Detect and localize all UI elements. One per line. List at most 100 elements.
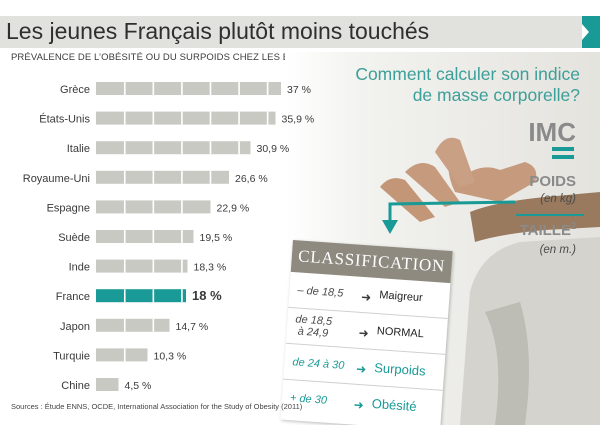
bar-chart: Grèce 37 % États-Unis 35,9 % Italie 30,9 % Roy… — [23, 82, 315, 392]
bar-segment-divider — [152, 82, 155, 95]
bar-segment-divider — [152, 170, 155, 184]
value-label: 4,5 % — [125, 380, 152, 392]
bar-royaume-uni — [96, 170, 229, 184]
page-title: Les jeunes Français plutôt moins touchés — [6, 18, 430, 44]
classification-range: – de 18,5 — [297, 284, 344, 300]
bar-segment-divider — [152, 200, 155, 214]
formula-numerator: POIDS — [529, 173, 576, 190]
bar-segment-divider — [152, 111, 155, 125]
bar-su-de — [96, 230, 194, 243]
category-label: Chine — [61, 380, 90, 392]
header-tab-marker — [582, 16, 600, 48]
category-label: Royaume-Uni — [23, 173, 90, 185]
classification-range: de 18,5 à 24,9 — [294, 313, 332, 340]
hand-and-waist-illustration — [380, 137, 600, 425]
category-label: Italie — [67, 143, 90, 155]
classification-range: de 24 à 30 — [292, 356, 345, 372]
bar-segment-divider — [152, 259, 155, 273]
bar-japon — [96, 318, 170, 332]
category-label: États-Unis — [39, 113, 90, 126]
category-label: Espagne — [47, 202, 90, 214]
classification-range-line-2: à 24,9 — [297, 325, 329, 340]
category-label: Inde — [69, 262, 90, 274]
bar-segment-divider — [209, 82, 212, 95]
arrow-right-icon: ➜ — [355, 361, 367, 377]
value-label: 18,3 % — [194, 262, 227, 274]
classification-category: Maigreur — [378, 289, 424, 305]
bar-segment-divider — [238, 141, 240, 155]
bar-segment-divider — [123, 348, 126, 362]
bar-chine — [96, 378, 119, 391]
bar-segment-divider — [152, 230, 155, 243]
sources-note: Sources : Étude ENNS, OCDE, Internationa… — [11, 402, 303, 411]
bar-gr-ce — [96, 82, 281, 95]
bar-segment-divider — [123, 230, 126, 243]
classification-category: Surpoids — [373, 360, 427, 379]
bar-segment-divider — [123, 170, 126, 184]
classification-card: CLASSIFICATION – de 18,5 ➜ Maigreur de 1… — [280, 240, 453, 425]
bar-segment-divider — [123, 289, 126, 303]
header-band: Les jeunes Français plutôt moins touchés — [0, 16, 600, 48]
imc-question: Comment calculer son indice de masse cor… — [355, 64, 580, 106]
category-label: Japon — [60, 321, 90, 333]
bar-segment-divider — [266, 82, 269, 95]
bar-segment-divider — [238, 82, 240, 95]
formula-exponent: 2 — [570, 221, 576, 231]
bar-segment-divider — [181, 111, 183, 125]
value-label: 35,9 % — [282, 114, 315, 126]
bar-segment-divider — [266, 111, 269, 125]
classification-category: NORMAL — [376, 325, 425, 341]
bar-segment-divider — [152, 318, 155, 332]
bar-segment-divider — [181, 230, 183, 243]
arrow-right-icon: ➜ — [358, 325, 370, 341]
bar-segment-divider — [123, 318, 126, 332]
imc-label: IMC — [528, 117, 576, 147]
bar-segment-divider — [181, 170, 183, 184]
formula-denominator-unit: (en m.) — [539, 244, 576, 256]
bar-france — [96, 289, 186, 303]
arrow-right-icon: ➜ — [353, 397, 365, 413]
bar-segment-divider — [123, 141, 126, 155]
formula-numerator-unit: (en kg) — [540, 193, 576, 205]
bar-segment-divider — [181, 82, 183, 95]
imc-question-line-1: Comment calculer son indice — [355, 64, 580, 84]
chart-subtitle: PRÉVALENCE DE L’OBÉSITÉ OU DU SURPOIDS C… — [11, 52, 397, 63]
classification-category: Obésité — [371, 395, 418, 415]
pointer-arrow — [382, 200, 516, 234]
bar-segment-divider — [123, 111, 126, 125]
formula-denominator-text: TAILLE — [519, 222, 571, 239]
fraction-bar — [516, 214, 584, 216]
bar-segment-divider — [181, 289, 183, 303]
category-label: Turquie — [53, 350, 90, 362]
bar-segment-divider — [181, 141, 183, 155]
bar-segment-divider — [238, 111, 240, 125]
bar-segment-divider — [209, 141, 212, 155]
value-label: 18 % — [192, 288, 222, 303]
value-label: 22,9 % — [217, 202, 250, 214]
bar-turquie — [96, 348, 148, 362]
bar-segment-divider — [209, 111, 212, 125]
bar-segment-divider — [152, 141, 155, 155]
value-label: 26,6 % — [235, 173, 268, 185]
equals-sign-icon — [552, 146, 574, 160]
formula-denominator: TAILLE2 — [520, 221, 576, 239]
bar-segment-divider — [181, 259, 183, 273]
bar-segment-divider — [209, 170, 212, 184]
bar-segment-divider — [123, 259, 126, 273]
bar-segment-divider — [181, 200, 183, 214]
bar--tats-unis — [96, 111, 276, 125]
bar-segment-divider — [123, 200, 126, 214]
bar-segment-divider — [123, 82, 126, 95]
category-label: Suède — [58, 232, 90, 244]
category-label: France — [56, 291, 90, 303]
value-label: 30,9 % — [257, 143, 290, 155]
arrow-right-icon: ➜ — [360, 289, 372, 305]
value-label: 37 % — [287, 84, 311, 96]
value-label: 19,5 % — [200, 232, 233, 244]
value-label: 10,3 % — [154, 350, 187, 362]
imc-question-line-2: de masse corporelle? — [412, 85, 580, 105]
bar-segment-divider — [152, 289, 155, 303]
bar-italie — [96, 141, 251, 155]
value-label: 14,7 % — [176, 321, 209, 333]
